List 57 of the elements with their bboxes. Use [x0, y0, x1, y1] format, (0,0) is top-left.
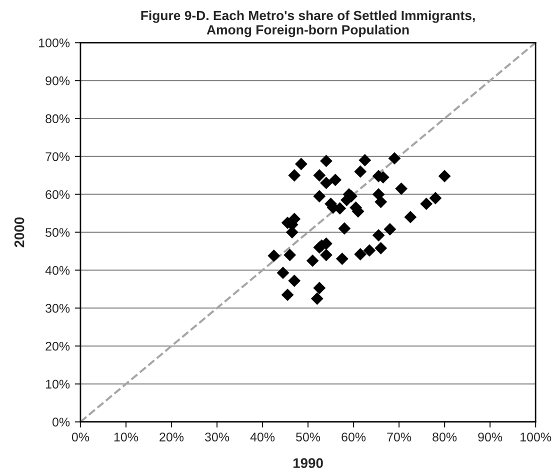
- x-tick-label: 10%: [114, 432, 138, 442]
- x-tick-label: 70%: [387, 432, 412, 442]
- x-tick-label: 40%: [250, 432, 275, 442]
- y-tick-label: 30%: [46, 304, 70, 313]
- x-tick-label: 30%: [204, 432, 230, 442]
- point: [320, 248, 332, 262]
- y-tick-label: 100%: [39, 38, 70, 48]
- point: [276, 266, 290, 280]
- x-tick-label: 80%: [432, 432, 457, 442]
- y-tick-label: 0%: [52, 418, 70, 427]
- point: [306, 254, 319, 267]
- point: [388, 152, 401, 165]
- point: [429, 192, 442, 204]
- x-tick-label: 20%: [160, 432, 184, 442]
- point: [336, 252, 348, 266]
- chart-title: Figure 9-D. Each Metro's share of Settled Immigrants, Among Foreign-born Population: [141, 10, 475, 38]
- point: [313, 169, 326, 182]
- point: [288, 169, 301, 182]
- point: [329, 174, 342, 186]
- point: [363, 244, 376, 257]
- point: [310, 292, 324, 305]
- x-tick-label: 100%: [520, 432, 552, 442]
- point: [404, 210, 417, 224]
- x-axis-title: 1990: [293, 458, 323, 468]
- point: [268, 250, 280, 262]
- point: [338, 222, 351, 235]
- point: [420, 198, 433, 210]
- point: [384, 223, 396, 236]
- y-tick-label: 50%: [46, 228, 70, 237]
- point: [288, 274, 301, 288]
- x-tick-label: 60%: [342, 432, 366, 442]
- y-tick-label: 90%: [46, 76, 70, 86]
- y-tick-label: 40%: [45, 266, 70, 275]
- point: [320, 154, 332, 168]
- y-axis-title: 2000: [14, 217, 24, 248]
- x-tick-label: 0%: [72, 432, 90, 442]
- x-tick-label: 50%: [296, 432, 320, 442]
- point: [294, 158, 308, 170]
- point: [358, 154, 372, 166]
- point: [354, 248, 367, 260]
- y-tick-label: 70%: [46, 152, 70, 162]
- point: [281, 288, 294, 302]
- point: [438, 170, 451, 182]
- y-tick-label: 20%: [46, 342, 70, 351]
- y-tick-label: 60%: [46, 190, 70, 199]
- point: [313, 282, 326, 294]
- point: [313, 190, 326, 202]
- point: [374, 196, 388, 208]
- x-tick-label: 90%: [478, 432, 502, 442]
- point: [372, 229, 385, 242]
- y-tick-label: 80%: [46, 114, 70, 124]
- point: [284, 248, 296, 262]
- point: [354, 165, 367, 178]
- point: [320, 176, 332, 190]
- point: [395, 182, 408, 195]
- point: [374, 242, 388, 254]
- y-tick-label: 10%: [46, 380, 70, 389]
